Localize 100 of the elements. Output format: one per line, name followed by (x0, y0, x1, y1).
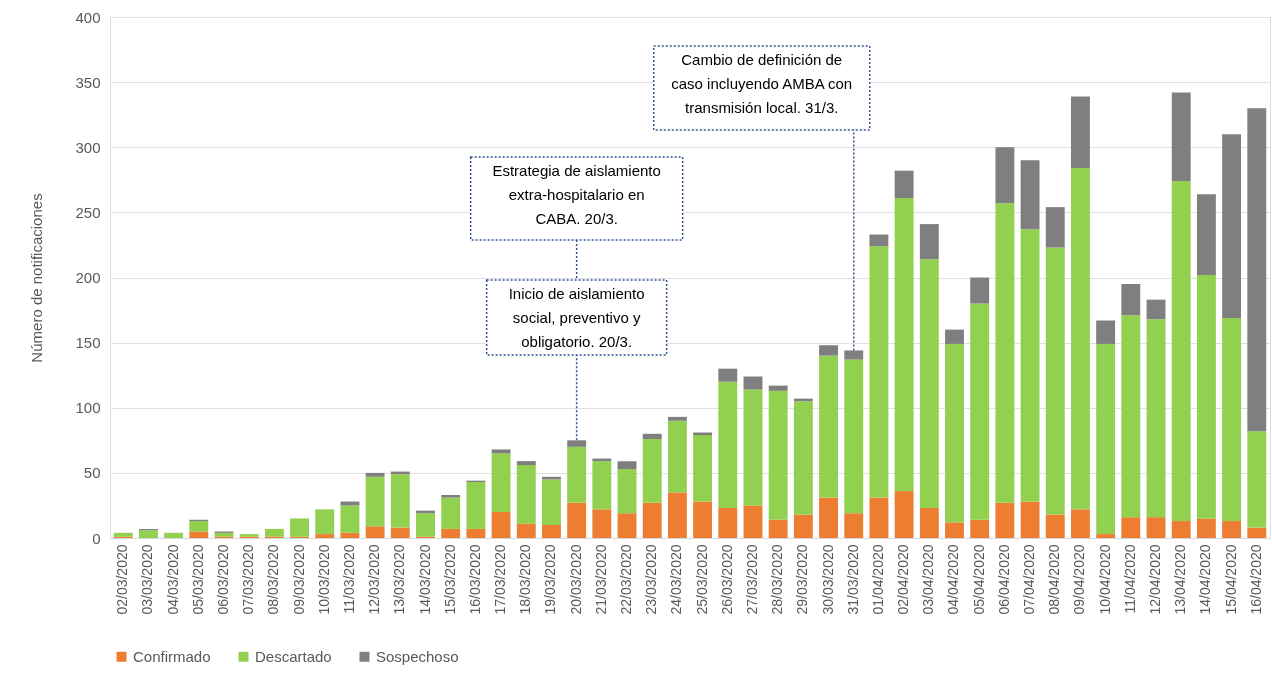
x-tick-label: 19/03/2020 (542, 544, 559, 615)
bar (743, 376, 763, 390)
bar (793, 514, 813, 538)
bar (693, 501, 713, 538)
bar (567, 440, 587, 447)
bar (365, 472, 385, 477)
x-tick-label: 23/03/2020 (643, 544, 660, 615)
x-tick-label: 18/03/2020 (517, 544, 534, 615)
legend-label: Confirmado (133, 647, 211, 665)
bar (542, 479, 561, 525)
bar (793, 401, 813, 515)
bar (894, 198, 914, 492)
x-tick-label: 03/03/2020 (139, 544, 156, 615)
bar (642, 502, 662, 538)
x-tick-label: 07/04/2020 (1021, 544, 1038, 615)
bar (516, 461, 536, 466)
bar (1146, 299, 1166, 320)
bar (315, 509, 335, 535)
x-tick-label: 09/04/2020 (1071, 544, 1088, 615)
bar (340, 505, 360, 533)
x-tick-label: 21/03/2020 (592, 544, 609, 615)
x-tick-label: 29/03/2020 (794, 544, 811, 615)
bar (1196, 194, 1216, 275)
bar (1020, 501, 1040, 538)
bar (1071, 509, 1090, 538)
bar (1171, 181, 1191, 522)
bar (995, 502, 1015, 538)
bar (718, 381, 738, 509)
bar (919, 508, 939, 538)
y-tick-label: 300 (75, 138, 101, 156)
x-tick-label: 20/03/2020 (567, 544, 584, 615)
x-tick-label: 10/03/2020 (315, 544, 332, 615)
x-tick-label: 26/03/2020 (718, 544, 735, 615)
x-tick-label: 05/04/2020 (970, 544, 987, 615)
bar (1045, 514, 1065, 538)
bar (1096, 343, 1116, 535)
x-tick-label: 03/04/2020 (920, 544, 937, 615)
bar (1020, 229, 1040, 502)
legend-label: Descartado (255, 647, 332, 665)
bar (264, 528, 284, 537)
x-tick-label: 08/03/2020 (265, 544, 282, 615)
bar (516, 465, 536, 524)
bar (919, 259, 939, 509)
bar (491, 511, 511, 538)
bar (1247, 431, 1267, 528)
bar (390, 474, 410, 528)
bar (667, 420, 687, 493)
x-tick-label: 06/04/2020 (995, 544, 1012, 615)
x-tick-label: 09/03/2020 (290, 544, 307, 615)
bar (945, 522, 964, 538)
y-tick-label: 400 (75, 8, 101, 26)
x-tick-label: 07/03/2020 (240, 544, 257, 615)
bar (315, 534, 335, 538)
bar (869, 234, 889, 247)
x-tick-label: 06/03/2020 (214, 544, 231, 615)
bar (642, 433, 662, 440)
bar (844, 350, 864, 360)
bar (516, 523, 536, 538)
y-tick-label: 200 (75, 269, 101, 286)
bar (441, 495, 461, 498)
bar (1247, 527, 1267, 538)
bar (1045, 207, 1065, 248)
bar (1121, 284, 1141, 316)
bar (365, 526, 385, 538)
bar (441, 497, 461, 529)
x-tick-label: 31/03/2020 (844, 544, 861, 615)
x-tick-label: 16/03/2020 (466, 544, 483, 615)
bar (894, 491, 914, 538)
x-tick-label: 22/03/2020 (618, 544, 635, 615)
bar (768, 390, 788, 520)
bar (164, 532, 184, 538)
x-tick-label: 17/03/2020 (492, 544, 509, 615)
bar (995, 203, 1015, 503)
bar (189, 531, 209, 538)
x-tick-label: 04/03/2020 (164, 544, 181, 615)
bar (214, 532, 234, 537)
bar (1096, 320, 1116, 344)
bar (1121, 517, 1141, 538)
bar (693, 435, 713, 502)
bar (1020, 160, 1040, 230)
bar (617, 461, 637, 469)
bar (945, 329, 964, 344)
bar (718, 508, 738, 538)
x-tick-label: 05/03/2020 (189, 544, 206, 615)
bar (340, 532, 360, 538)
bar (1146, 517, 1166, 538)
legend-label: Sospechoso (376, 647, 459, 665)
bar (667, 416, 687, 421)
bar (995, 147, 1015, 204)
bar (365, 476, 385, 527)
bar (1171, 521, 1191, 538)
bar (617, 468, 637, 514)
bar (138, 530, 158, 538)
bar (567, 446, 587, 503)
bar (1222, 134, 1242, 318)
bar (819, 497, 838, 538)
x-tick-label: 25/03/2020 (693, 544, 710, 615)
bar (1071, 96, 1090, 169)
bar (1196, 274, 1216, 519)
x-tick-label: 04/04/2020 (945, 544, 962, 615)
